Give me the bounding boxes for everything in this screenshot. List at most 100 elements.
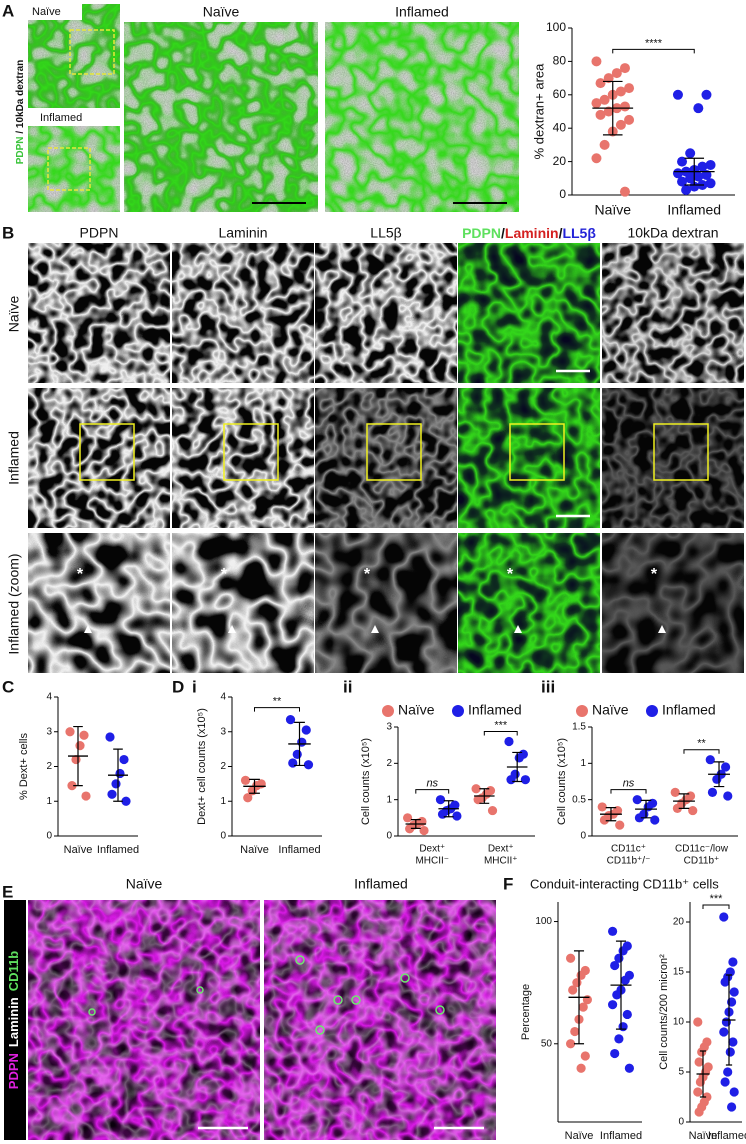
x-tick-label: CD11c⁺	[611, 844, 646, 855]
zoom-marker: *	[364, 566, 371, 583]
x-tick-label: Inflamed	[278, 844, 320, 856]
data-point	[688, 805, 698, 816]
data-point	[689, 181, 700, 192]
image-texture	[28, 533, 170, 673]
subpanel-label: iii	[541, 677, 555, 696]
data-point	[721, 1017, 732, 1027]
panel-letter: A	[2, 1, 14, 20]
zoom-marker: *	[651, 566, 658, 583]
data-point	[672, 803, 683, 813]
data-point	[727, 997, 737, 1007]
y-tick-label: 0	[559, 187, 566, 201]
data-point	[729, 1087, 739, 1097]
data-point	[695, 1077, 706, 1087]
legend-label: Naïve	[592, 702, 629, 718]
image-texture	[458, 243, 600, 383]
cell	[196, 986, 204, 994]
y-tick-label: 2	[46, 761, 52, 772]
significance-bracket	[610, 789, 647, 794]
y-tick-label: 0	[220, 831, 226, 842]
data-point	[693, 1087, 703, 1097]
data-point	[67, 781, 77, 791]
thumb-label: Inflamed	[40, 112, 82, 124]
image-texture	[28, 4, 120, 108]
legend-marker	[576, 705, 588, 717]
significance-label: **	[273, 695, 282, 707]
data-point	[693, 1017, 703, 1027]
data-point	[105, 732, 115, 742]
data-point	[591, 56, 602, 67]
y-tick-label: 20	[673, 917, 685, 928]
image-texture	[458, 533, 600, 673]
subpanel-label: i	[192, 677, 197, 696]
error-bar	[512, 751, 523, 783]
data-point	[568, 985, 578, 995]
panel-letter: E	[2, 882, 13, 901]
image-texture	[602, 388, 744, 528]
data-point	[597, 802, 607, 812]
image-title: Inflamed	[354, 876, 408, 892]
merge-laminin: Laminin	[505, 225, 559, 241]
cell	[435, 1005, 445, 1015]
x-tick-label: Inflamed	[667, 202, 721, 218]
data-point	[705, 159, 716, 170]
legend-marker	[452, 705, 464, 717]
column-header: LL5β	[370, 225, 401, 241]
micrograph-grid: * * * * *	[28, 243, 744, 673]
data-point	[707, 787, 718, 798]
data-point	[79, 730, 89, 740]
x-tick-label: CD11b⁺/⁻	[607, 856, 651, 867]
error-bar	[678, 793, 690, 809]
data-point	[471, 784, 481, 794]
data-point	[729, 987, 739, 997]
data-point	[591, 153, 602, 164]
data-point	[473, 795, 483, 805]
data-point	[591, 98, 602, 109]
data-point	[624, 1063, 635, 1073]
data-point	[599, 94, 610, 105]
y-tick-label: 50	[541, 1038, 553, 1049]
data-point	[619, 186, 630, 197]
merge-pdpn: PDPN	[462, 225, 501, 241]
x-tick-label: Inflamed	[600, 1130, 642, 1142]
data-point	[435, 795, 446, 805]
data-point	[694, 1057, 704, 1067]
panel-letter: F	[503, 874, 513, 893]
data-point	[520, 775, 531, 785]
y-tick-label: 2	[220, 761, 226, 772]
zoom-box	[509, 423, 565, 481]
significance-label: ***	[710, 893, 724, 905]
image-texture	[264, 900, 496, 1140]
data-point	[566, 953, 576, 963]
data-point	[288, 758, 298, 768]
data-point	[728, 957, 738, 967]
y-tick-label: 1	[46, 796, 52, 807]
data-point	[612, 990, 622, 1000]
data-point	[697, 161, 708, 172]
stain-cd11b: CD11b	[6, 951, 21, 992]
main-images: Naïve Inflamed	[124, 4, 519, 212]
data-point	[608, 1000, 618, 1010]
image-texture	[458, 388, 600, 528]
data-point	[632, 795, 642, 805]
y-tick-label: 0	[678, 1117, 684, 1128]
error-bar	[249, 778, 260, 794]
data-point	[727, 1102, 737, 1112]
error-bar	[684, 157, 705, 186]
zoom-box	[366, 423, 422, 481]
data-point	[650, 815, 660, 825]
y-axis-label: Dext+ cell counts (x10⁵)	[196, 708, 208, 825]
zoom-box	[223, 423, 279, 481]
data-point	[595, 109, 606, 120]
y-axis-label: Cell counts (x10⁵)	[360, 738, 372, 825]
x-tick-label: Inflamed	[97, 844, 139, 856]
data-point	[620, 975, 630, 985]
image-texture	[172, 533, 314, 673]
stain-label: PDPN Laminin CD11b	[6, 951, 21, 1089]
data-point	[723, 791, 733, 801]
data-point	[576, 1063, 586, 1073]
cell	[88, 1008, 96, 1016]
stain-laminin: Laminin	[6, 997, 21, 1047]
stain-dextran: / 10kDa dextran	[15, 60, 26, 137]
y-axis-label: % dextran+ area	[531, 63, 546, 160]
